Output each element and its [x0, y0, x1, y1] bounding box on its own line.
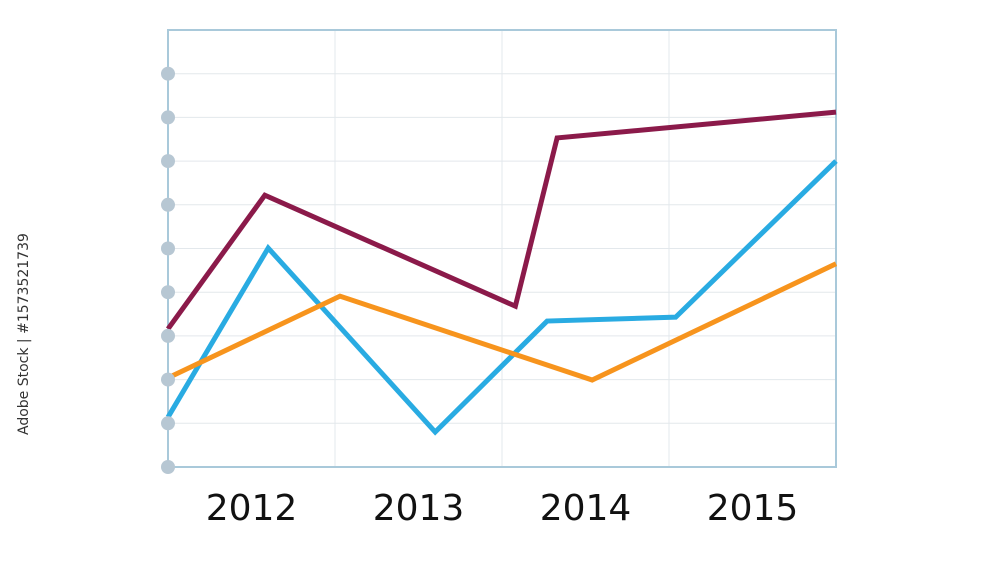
y-tick-dot [161, 154, 175, 169]
y-tick-dot [161, 241, 175, 256]
y-tick-dot [161, 197, 175, 212]
x-tick-label: 2015 [707, 488, 799, 529]
x-tick-label: 2014 [540, 488, 632, 529]
x-tick-label: 2012 [206, 488, 298, 529]
line [165, 109, 837, 331]
y-tick-dot [161, 372, 175, 387]
line [165, 159, 838, 436]
line [166, 261, 838, 383]
watermark: Adobe Stock | #1573521739 [16, 233, 32, 435]
y-tick-dot [161, 328, 175, 343]
y-tick-dot [161, 110, 175, 125]
y-tick-dot [161, 416, 175, 431]
y-tick-dot [161, 460, 175, 474]
y-tick-dot [161, 66, 175, 81]
y-tick-dot [161, 285, 175, 300]
x-tick-label: 2013 [373, 488, 465, 529]
